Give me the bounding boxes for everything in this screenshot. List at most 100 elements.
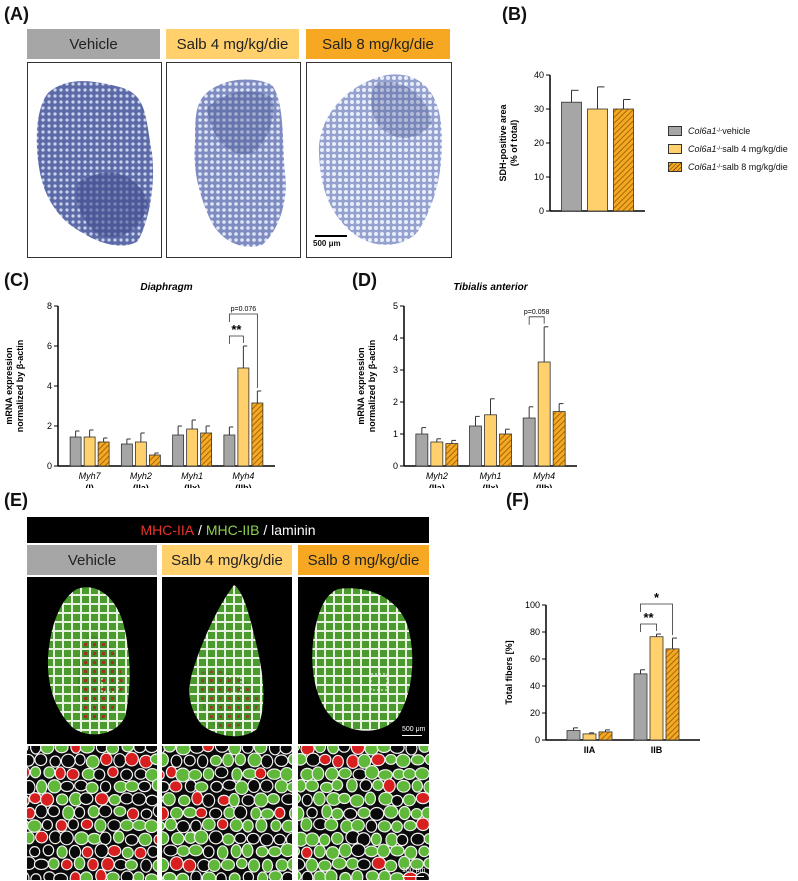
- muscle-fiber: [107, 844, 122, 858]
- muscle-fiber: [170, 754, 183, 768]
- muscle-fiber: [318, 753, 332, 766]
- muscle-fiber: [364, 791, 377, 806]
- muscle-fiber: [410, 832, 426, 846]
- muscle-fiber: [270, 819, 282, 832]
- muscle-fiber: [231, 767, 243, 782]
- muscle-fiber: [255, 818, 268, 833]
- muscle-fiber: [364, 845, 379, 858]
- muscle-fiber: [162, 792, 176, 807]
- muscle-fiber: [30, 873, 42, 880]
- bar-0-0: [69, 436, 82, 467]
- muscle-fiber: [241, 794, 256, 807]
- muscle-fiber: [193, 829, 209, 845]
- muscle-fiber: [339, 871, 352, 880]
- muscle-fiber: [217, 794, 231, 807]
- muscle-fiber: [27, 795, 30, 806]
- y-axis-label: SDH-positive area: [498, 103, 508, 181]
- muscle-fiber: [162, 821, 166, 831]
- muscle-fiber: [59, 830, 74, 846]
- legend-item-salb4: Col6a1 -/- salb 4 mg/kg/die: [668, 140, 788, 158]
- muscle-fiber: [169, 856, 184, 871]
- muscle-fiber: [119, 792, 134, 805]
- muscle-fiber: [242, 870, 255, 880]
- muscle-fiber: [411, 779, 424, 793]
- bar-1-1: [649, 636, 664, 741]
- muscle-fiber: [350, 746, 366, 755]
- significance-bracket: [228, 335, 244, 344]
- muscle-fiber: [40, 746, 55, 755]
- muscle-fiber: [29, 766, 42, 779]
- muscle-fiber: [423, 832, 429, 845]
- condition-vehicle-a: Vehicle: [27, 29, 160, 59]
- muscle-fiber: [257, 871, 269, 880]
- muscle-fiber: [53, 872, 69, 880]
- muscle-fiber: [365, 819, 378, 833]
- muscle-fiber: [215, 872, 227, 880]
- muscle-fiber: [259, 779, 274, 793]
- stain-header: MHC-IIA / MHC-IIB / laminin: [27, 517, 429, 543]
- muscle-fiber: [313, 844, 326, 859]
- muscle-fiber: [171, 831, 185, 846]
- bar-1-2: [499, 433, 512, 467]
- muscle-fiber: [70, 746, 82, 754]
- y-tick-label: 40: [534, 70, 544, 80]
- muscle-fiber: [230, 843, 242, 859]
- muscle-fiber: [410, 754, 426, 766]
- muscle-fiber: [56, 845, 68, 859]
- y-tick-label: 0: [47, 461, 52, 471]
- x-tick-label: Myh7: [79, 471, 102, 481]
- muscle-fiber: [144, 746, 157, 754]
- muscle-fiber: [389, 844, 405, 857]
- muscle-fiber: [234, 752, 247, 767]
- muscle-fiber: [359, 779, 373, 792]
- bar-0-1: [587, 108, 608, 212]
- muscle-fiber: [79, 746, 95, 754]
- muscle-fiber: [27, 753, 35, 767]
- muscle-fiber: [337, 746, 351, 753]
- muscle-fiber: [325, 846, 340, 860]
- muscle-fiber: [94, 792, 109, 806]
- muscle-fiber: [207, 858, 221, 873]
- muscle-fiber: [176, 872, 190, 880]
- muscle-fiber: [194, 781, 209, 793]
- muscle-fiber: [80, 818, 94, 831]
- muscle-fiber: [151, 778, 157, 792]
- muscle-fiber: [162, 752, 169, 768]
- muscle-fiber: [27, 872, 30, 880]
- muscle-fiber: [390, 794, 404, 807]
- muscle-fiber: [369, 806, 385, 821]
- muscle-fiber: [176, 820, 191, 834]
- muscle-fiber: [55, 793, 69, 806]
- muscle-fiber: [121, 846, 134, 860]
- fluor-image-salb8: 500 μm: [298, 577, 429, 744]
- y-axis-label: normalized by β-actin: [15, 340, 25, 433]
- y-tick-label: 2: [393, 397, 398, 407]
- muscle-fiber: [66, 767, 80, 781]
- muscle-fiber: [62, 805, 75, 821]
- bar-2-0: [522, 417, 536, 467]
- bar-0-2: [97, 441, 110, 467]
- muscle-fiber: [140, 858, 153, 873]
- muscle-fiber: [33, 858, 49, 871]
- bar-1-1: [134, 441, 147, 467]
- muscle-fiber: [27, 746, 29, 751]
- muscle-fiber: [311, 766, 325, 782]
- chart-d: 0 1 2 3 4 5 mRNA expression normalized by β-act…: [356, 282, 577, 488]
- muscle-fiber: [162, 770, 165, 780]
- y-axis-label: mRNA expression: [356, 347, 366, 424]
- muscle-fiber: [105, 746, 120, 755]
- muscle-fiber: [134, 846, 147, 860]
- panel-label-a: (A): [4, 4, 29, 24]
- legend-sup: -/-: [716, 146, 723, 152]
- muscle-fiber: [247, 778, 261, 794]
- muscle-fiber: [106, 871, 120, 880]
- y-tick-label: 0: [393, 461, 398, 471]
- bar-0-2: [613, 108, 634, 212]
- muscle-fiber: [93, 768, 106, 781]
- y-tick-label: 0: [539, 206, 544, 216]
- muscle-fiber: [286, 781, 292, 793]
- y-tick-label: 4: [47, 381, 52, 391]
- y-axis-label: normalized by β-actin: [367, 340, 377, 433]
- bar-2-2: [200, 432, 213, 467]
- x-tick-sublabel: (IIx): [184, 483, 200, 488]
